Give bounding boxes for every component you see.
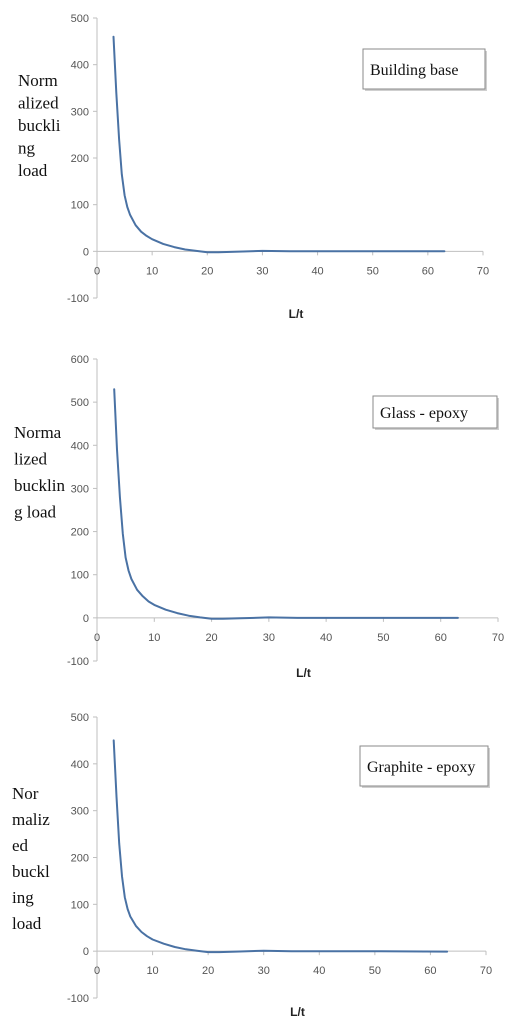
x-tick-label: 50 (377, 632, 389, 644)
chart-panel-2: -100 0 100 200 300 400 500 600 0 10 20 30 40 50 60 70 L/… (14, 354, 504, 680)
y-axis-label-line: load (12, 914, 42, 933)
y-tick-label: 200 (71, 853, 89, 865)
y-axis-label-line: Norm (18, 71, 58, 90)
legend-label: Glass - epoxy (380, 405, 468, 422)
x-tick-label: 20 (201, 265, 213, 277)
y-axis-label-line: buckli (18, 116, 61, 135)
y-axis-label-line: Norma (14, 423, 62, 442)
legend: Building base (362, 48, 487, 91)
y-axis-label-line: maliz (12, 810, 50, 829)
y-axis-label-line: load (18, 161, 48, 180)
legend-label: Building base (370, 62, 458, 79)
x-tick-label: 10 (146, 965, 158, 977)
x-tick-label: 20 (205, 632, 217, 644)
series-line (112, 35, 446, 254)
x-tick-label: 60 (422, 265, 434, 277)
y-axis-label-line: g load (14, 503, 57, 522)
y-tick-label: 100 (71, 200, 89, 212)
y-axis-label-line: ng (18, 139, 36, 158)
y-tick-label: 500 (71, 13, 89, 25)
x-tick-label: 30 (263, 632, 275, 644)
y-tick-label: 300 (71, 806, 89, 818)
y-tick-label: 300 (71, 483, 89, 495)
y-tick-label: 0 (83, 946, 89, 958)
y-axis-label-line: buckl (12, 862, 50, 881)
y-tick-label: 200 (71, 527, 89, 539)
x-tick-label: 50 (369, 965, 381, 977)
x-tick-label: 10 (148, 632, 160, 644)
x-tick-label: 60 (435, 632, 447, 644)
y-axis-label-line: bucklin (14, 476, 65, 495)
x-axis-label: L/t (289, 307, 304, 321)
x-tick-label: 60 (424, 965, 436, 977)
y-tick-label: -100 (67, 993, 89, 1005)
x-axis-label: L/t (290, 1005, 305, 1019)
x-tick-label: 0 (94, 265, 100, 277)
chart-panel-1: -100 0 100 200 300 400 500 0 10 20 30 40 50 60 70 L/t No… (18, 13, 489, 321)
y-tick-label: 300 (71, 106, 89, 118)
x-tick-label: 0 (94, 965, 100, 977)
x-axis-label: L/t (296, 666, 311, 680)
y-tick-label: 200 (71, 153, 89, 165)
x-tick-label: 70 (477, 265, 489, 277)
series-line (112, 739, 449, 954)
x-tick-label: 40 (313, 965, 325, 977)
chart-panel-3: -100 0 100 200 300 400 500 0 10 20 30 40 50 60 70 L/t No… (12, 712, 492, 1019)
y-tick-label: 600 (71, 354, 89, 366)
y-tick-label: 0 (83, 246, 89, 258)
y-tick-label: 0 (83, 613, 89, 625)
y-tick-label: 400 (71, 60, 89, 72)
x-tick-label: 0 (94, 632, 100, 644)
x-tick-label: 40 (320, 632, 332, 644)
y-tick-label: -100 (67, 656, 89, 668)
legend: Glass - epoxy (372, 395, 499, 430)
x-tick-label: 20 (202, 965, 214, 977)
y-tick-label: 400 (71, 440, 89, 452)
x-tick-label: 70 (480, 965, 492, 977)
y-tick-label: 100 (71, 570, 89, 582)
y-axis-label-line: ing (12, 888, 34, 907)
x-tick-label: 30 (258, 965, 270, 977)
legend-box (372, 395, 498, 429)
x-tick-label: 30 (256, 265, 268, 277)
y-axis-label-line: ed (12, 836, 29, 855)
legend-box (362, 48, 486, 90)
legend-label: Graphite - epoxy (367, 759, 475, 776)
x-tick-label: 70 (492, 632, 504, 644)
y-tick-label: -100 (67, 293, 89, 305)
y-tick-label: 500 (71, 712, 89, 724)
legend: Graphite - epoxy (359, 745, 490, 788)
legend-box (359, 745, 489, 787)
x-tick-label: 40 (311, 265, 323, 277)
y-tick-label: 400 (71, 759, 89, 771)
x-tick-label: 10 (146, 265, 158, 277)
y-axis-label-line: alized (18, 94, 59, 113)
series-line (113, 388, 459, 620)
x-tick-label: 50 (367, 265, 379, 277)
y-axis-label-line: Nor (12, 784, 39, 803)
y-axis-label-line: lized (14, 450, 48, 469)
y-tick-label: 500 (71, 397, 89, 409)
y-tick-label: 100 (71, 899, 89, 911)
